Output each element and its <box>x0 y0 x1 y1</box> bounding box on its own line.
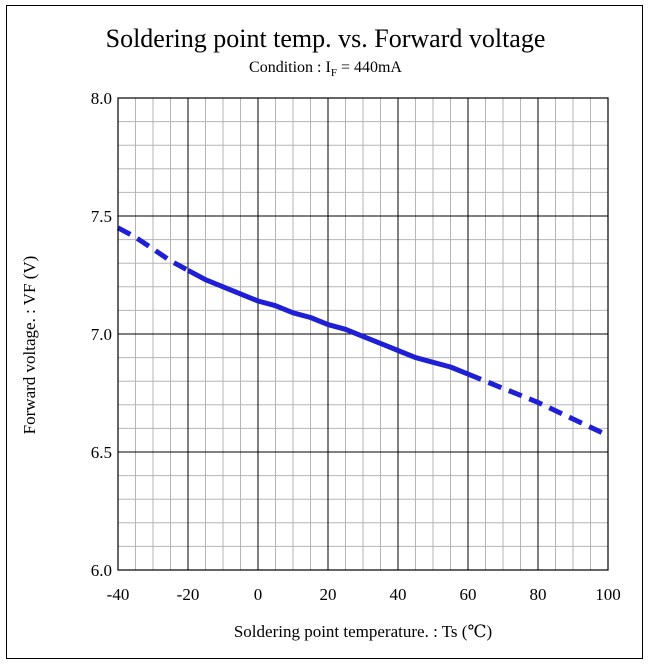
y-tick-label: 7.0 <box>91 325 112 344</box>
x-tick-label: 100 <box>595 585 621 604</box>
y-tick-label: 6.5 <box>91 443 112 462</box>
chart-subtitle: Condition : IF = 440mA <box>0 58 651 83</box>
x-tick-label: -40 <box>107 585 130 604</box>
x-tick-label: 0 <box>254 585 263 604</box>
y-tick-label: 7.5 <box>91 207 112 226</box>
x-tick-label: -20 <box>177 585 200 604</box>
plot-border <box>117 97 609 571</box>
series-line-solid <box>186 268 469 377</box>
series-line-dashed <box>116 225 190 273</box>
y-tick-label: 6.0 <box>91 561 112 580</box>
x-tick-labels: -40 -20 0 20 40 60 80 100 <box>107 585 621 604</box>
y-tick-label: 8.0 <box>91 89 112 108</box>
data-series <box>116 225 610 438</box>
x-tick-label: 80 <box>530 585 547 604</box>
y-axis-label: Forward voltage. : VF (V) <box>20 255 39 435</box>
x-tick-label: 60 <box>460 585 477 604</box>
y-tick-labels: 6.0 6.5 7.0 7.5 8.0 <box>91 89 112 580</box>
subtitle-prefix: Condition : I <box>249 59 331 76</box>
x-tick-label: 40 <box>390 585 407 604</box>
x-tick-label: 20 <box>320 585 337 604</box>
series-line-dashed <box>467 371 610 438</box>
chart-title: Soldering point temp. vs. Forward voltag… <box>105 24 546 53</box>
chart-frame <box>6 5 643 659</box>
subtitle-suffix: = 440mA <box>336 59 402 76</box>
x-axis-label: Soldering point temperature. : Ts (℃) <box>233 622 493 641</box>
subtitle-subscript: F <box>330 67 337 80</box>
